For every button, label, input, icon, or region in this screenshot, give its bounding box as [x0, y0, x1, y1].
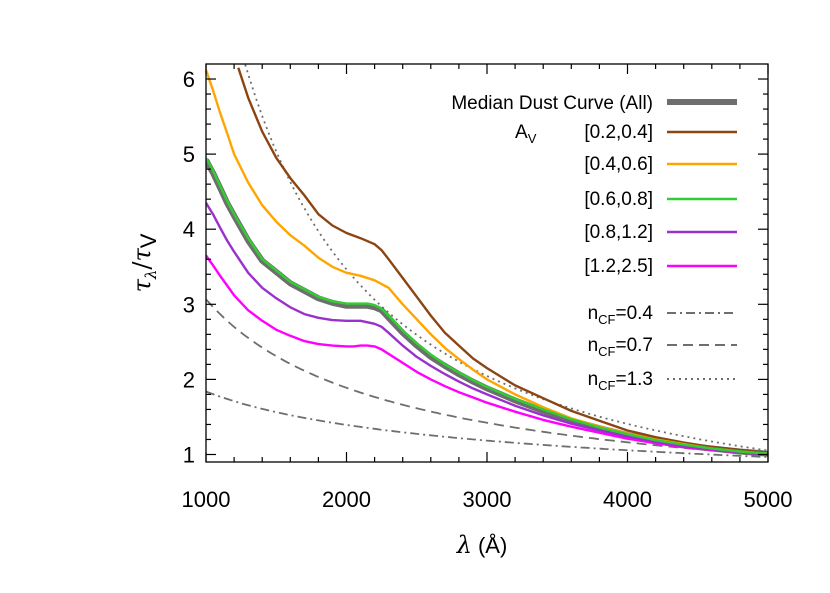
y-tick-label-6: 6: [183, 67, 195, 92]
y-axis-title: τλ/τV: [128, 233, 161, 292]
y-tick-label-2: 2: [183, 367, 195, 392]
series-line-1-2-2-5: [206, 254, 768, 456]
legend-label-ncf-1.3: nCF=1.3: [588, 369, 653, 393]
legend-label-av-0.2-0.4: [0.2,0.4]: [584, 122, 653, 143]
legend-label-ncf-0.4: nCF=0.4: [588, 303, 654, 327]
series-line-0-6-0-8: [206, 157, 768, 455]
x-tick-label-5000: 5000: [744, 487, 793, 512]
legend-label-av-0.6-0.8: [0.6,0.8]: [584, 189, 653, 210]
legend-label-av-1.2-2.5: [1.2,2.5]: [584, 256, 653, 277]
y-tick-label-1: 1: [183, 442, 195, 467]
legend-label-av-0.8-1.2: [0.8,1.2]: [584, 222, 653, 243]
legend: Median Dust Curve (All) AV [0.2,0.4] [0.…: [451, 93, 737, 393]
svg-text:τλ/τV: τλ/τV: [128, 233, 161, 292]
legend-label-av-0.4-0.6: [0.4,0.6]: [584, 154, 653, 175]
ticks-layer: 1000 2000 3000 4000 5000 1 2 3 4 5 6: [182, 64, 793, 512]
y-tick-label-5: 5: [183, 142, 195, 167]
x-axis-symbol: λ: [456, 531, 472, 559]
y-axis-tau: τ: [128, 278, 156, 292]
y-axis-tau-2: τ: [128, 248, 156, 262]
x-tick-label-4000: 4000: [603, 487, 652, 512]
series-line-0-8-1-2: [206, 202, 768, 456]
y-axis-slash: /: [128, 261, 156, 270]
y-tick-label-3: 3: [183, 292, 195, 317]
x-tick-label-2000: 2000: [322, 487, 371, 512]
y-axis-lambda-sub: λ: [142, 270, 160, 281]
series-line-ncf-0.4: [206, 390, 768, 458]
x-tick-label-3000: 3000: [463, 487, 512, 512]
legend-label-median: Median Dust Curve (All): [451, 93, 653, 114]
legend-av-label: AV: [515, 122, 537, 146]
series-line-0-2-0-4: [237, 67, 768, 455]
legend-label-ncf-0.7: nCF=0.7: [588, 335, 653, 359]
y-tick-label-4: 4: [183, 217, 195, 242]
y-axis-v-sub: V: [136, 233, 161, 248]
series-line-0-4-0-6: [206, 69, 768, 455]
x-axis-unit: (Å): [478, 533, 507, 558]
x-tick-label-1000: 1000: [182, 487, 231, 512]
x-axis-title: λ (Å): [456, 531, 508, 559]
series-layer: [206, 64, 768, 458]
series-line-ncf-0.7: [206, 298, 768, 456]
